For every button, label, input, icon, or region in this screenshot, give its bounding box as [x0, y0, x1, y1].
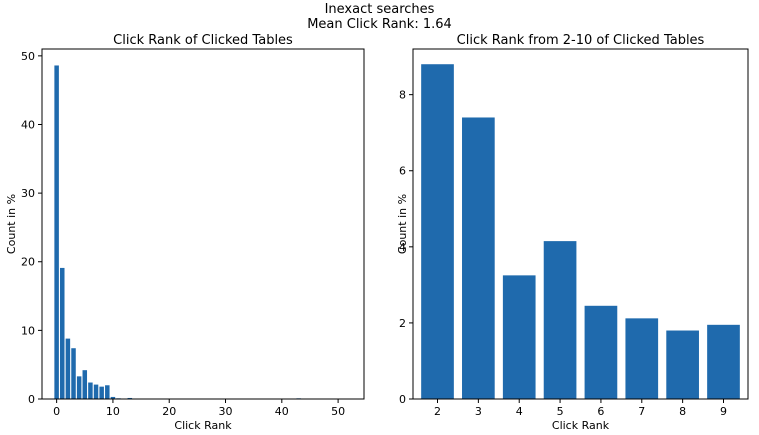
left-x-tick-label: 30 [219, 405, 233, 418]
left-bar [65, 338, 71, 399]
left-bar [93, 384, 99, 399]
right-x-tick-label: 2 [434, 405, 441, 418]
left-x-tick-label: 0 [53, 405, 60, 418]
right-y-tick-label: 6 [399, 165, 406, 178]
right-axes-frame [412, 48, 749, 400]
right-bar [421, 64, 454, 399]
right-x-tick-label: 4 [516, 405, 523, 418]
left-x-tick-label: 20 [162, 405, 176, 418]
right-x-tick-label: 8 [679, 405, 686, 418]
left-bar [71, 348, 76, 399]
left-bar [127, 397, 133, 399]
right-bar [666, 330, 699, 399]
left-y-tick-label: 30 [21, 187, 35, 200]
figure-title: Inexact searches [324, 2, 435, 17]
left-y-tick-label: 10 [21, 324, 35, 337]
right-chart-title: Click Rank from 2-10 of Clicked Tables [457, 33, 705, 48]
right-x-tick-label: 6 [597, 405, 604, 418]
right-y-tick-label: 8 [399, 89, 406, 102]
right-x-tick-label: 9 [720, 405, 727, 418]
left-x-tick-label: 40 [275, 405, 289, 418]
chart-left: 0 10 20 30 40 50 0 10 20 30 40 50 Click Rank of Clic… [5, 33, 365, 432]
left-chart-title: Click Rank of Clicked Tables [113, 33, 293, 48]
left-bar [99, 386, 104, 399]
left-y-tick-label: 20 [21, 256, 35, 269]
left-y-tick-label: 40 [21, 118, 35, 131]
figure-subtitle: Mean Click Rank: 1.64 [307, 17, 452, 32]
right-y-tick-label: 0 [399, 393, 406, 406]
left-bar [60, 267, 65, 399]
chart-right: 2 3 4 5 6 7 8 9 0 2 4 6 8 Click Rank from 2-10 of Cli… [396, 33, 749, 432]
left-bar [88, 382, 93, 399]
left-bar [82, 370, 88, 399]
left-bar [54, 65, 59, 399]
left-bar [76, 376, 82, 399]
right-x-tick-label: 7 [638, 405, 645, 418]
left-x-axis-label: Click Rank [174, 419, 232, 432]
left-axes-frame [41, 48, 365, 400]
right-bar [543, 241, 577, 399]
right-bar [584, 305, 618, 399]
left-bar [105, 385, 110, 399]
right-x-tick-label: 5 [557, 405, 564, 418]
right-bar [707, 324, 740, 399]
left-bar [110, 396, 116, 399]
left-x-tick-label: 10 [106, 405, 120, 418]
right-y-tick-label: 2 [399, 317, 406, 330]
right-bar [462, 117, 495, 399]
left-y-tick-label: 50 [21, 50, 35, 63]
right-bar [625, 318, 659, 399]
left-y-axis-label: Count in % [5, 194, 18, 254]
left-x-tick-label: 50 [331, 405, 345, 418]
right-bar [502, 275, 536, 399]
right-y-axis-label: Count in % [396, 194, 409, 254]
right-y-tick-label: 4 [399, 241, 406, 254]
left-y-tick-label: 0 [28, 393, 35, 406]
right-x-axis-label: Click Rank [552, 419, 610, 432]
right-x-tick-label: 3 [475, 405, 482, 418]
